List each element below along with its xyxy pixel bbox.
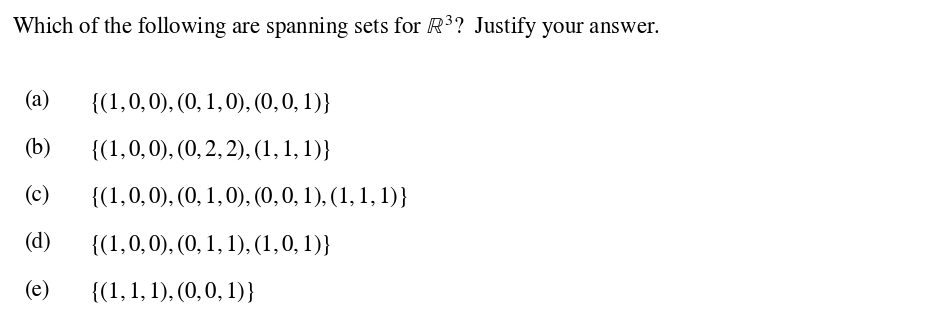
Text: (c): (c) <box>25 184 51 206</box>
Text: $\{(1, 1, 1), (0, 0, 1)\}$: $\{(1, 1, 1), (0, 0, 1)\}$ <box>89 279 255 304</box>
Text: $\{(1, 0, 0), (0, 1, 1), (1, 0, 1)\}$: $\{(1, 0, 0), (0, 1, 1), (1, 0, 1)\}$ <box>89 232 332 257</box>
Text: $\{(1, 0, 0), (0, 2, 2), (1, 1, 1)\}$: $\{(1, 0, 0), (0, 2, 2), (1, 1, 1)\}$ <box>89 137 332 162</box>
Text: $\{(1, 0, 0), (0, 1, 0), (0, 0, 1)\}$: $\{(1, 0, 0), (0, 1, 0), (0, 0, 1)\}$ <box>89 90 332 115</box>
Text: (e): (e) <box>25 279 51 300</box>
Text: Which of the following are spanning sets for $\mathbb{R}^3$?  Justify your answe: Which of the following are spanning sets… <box>12 13 660 41</box>
Text: (b): (b) <box>25 137 53 158</box>
Text: (a): (a) <box>25 90 51 111</box>
Text: (d): (d) <box>25 232 53 253</box>
Text: $\{(1, 0, 0), (0, 1, 0), (0, 0, 1), (1, 1, 1)\}$: $\{(1, 0, 0), (0, 1, 0), (0, 0, 1), (1, … <box>89 184 408 209</box>
